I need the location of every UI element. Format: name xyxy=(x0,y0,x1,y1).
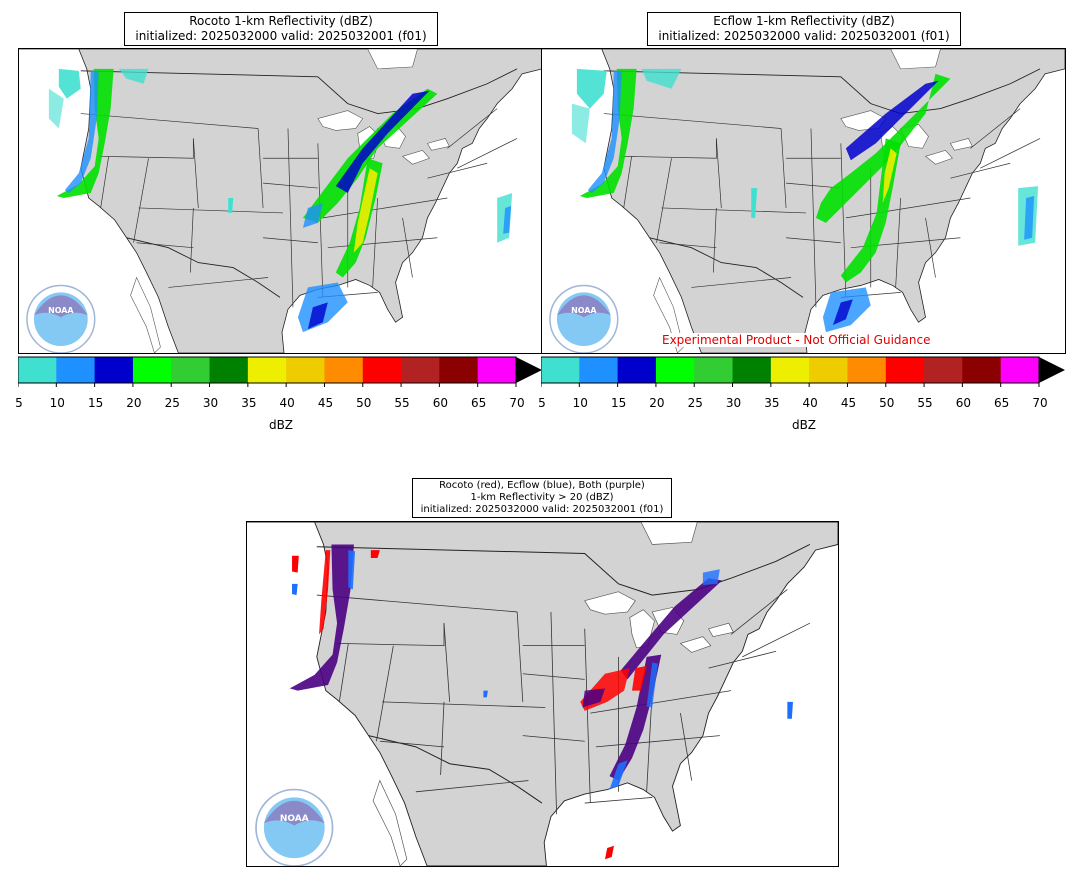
colorbar-tick-label: 25 xyxy=(687,396,703,410)
colorbar-swatch xyxy=(401,357,440,383)
rocoto-title-line2: initialized: 2025032000 valid: 202503200… xyxy=(135,29,427,43)
colorbar-tick-label: 40 xyxy=(279,396,295,410)
colorbar-swatch xyxy=(209,357,249,383)
diff-reflectivity-layer xyxy=(289,544,793,860)
colorbar-tick-label: 5 xyxy=(538,396,546,410)
colorbar-tick-label: 45 xyxy=(317,396,334,410)
colorbar-tick-label: 55 xyxy=(917,396,933,410)
colorbar-tick-label: 10 xyxy=(572,396,588,410)
colorbar-swatch xyxy=(809,357,848,383)
colorbar-swatch xyxy=(477,357,517,383)
ecflow-colorbar-label: dBZ xyxy=(791,418,817,432)
colorbar-swatch xyxy=(770,357,810,383)
colorbar-swatch xyxy=(439,357,479,383)
rocoto-colorbar xyxy=(18,356,545,387)
colorbar-tick-label: 70 xyxy=(509,396,525,410)
colorbar-swatch xyxy=(924,357,963,383)
colorbar-swatch xyxy=(732,357,772,383)
colorbar-swatch xyxy=(655,357,695,383)
colorbar-tick-label: 50 xyxy=(879,396,895,410)
colorbar-swatch xyxy=(132,357,172,383)
colorbar-tick-label: 5 xyxy=(15,396,23,410)
ecflow-reflectivity-layer xyxy=(571,68,1039,333)
colorbar-swatch xyxy=(694,357,734,383)
ecflow-title-line1: Ecflow 1-km Reflectivity (dBZ) xyxy=(713,14,895,28)
colorbar-tick-label: 60 xyxy=(955,396,972,410)
colorbar-swatch xyxy=(171,357,211,383)
colorbar-extend-arrow xyxy=(516,357,542,383)
colorbar-tick-label: 10 xyxy=(49,396,65,410)
colorbar-swatch xyxy=(56,357,96,383)
rocoto-map-svg: NOAA xyxy=(19,49,542,353)
experimental-notice: Experimental Product - Not Official Guid… xyxy=(660,333,933,347)
ecflow-colorbar-svg xyxy=(541,356,1065,387)
colorbar-swatch xyxy=(847,357,887,383)
colorbar-tick-label: 45 xyxy=(840,396,857,410)
svg-text:NOAA: NOAA xyxy=(571,306,597,315)
colorbar-swatch xyxy=(962,357,1002,383)
colorbar-swatch xyxy=(247,357,287,383)
ecflow-colorbar xyxy=(541,356,1068,387)
rocoto-reflectivity-layer xyxy=(48,68,513,333)
colorbar-tick-label: 25 xyxy=(164,396,180,410)
noaa-logo: NOAA xyxy=(26,284,96,353)
colorbar-swatch xyxy=(617,357,657,383)
colorbar-swatch xyxy=(885,357,925,383)
diff-title-line2: 1-km Reflectivity > 20 (dBZ) xyxy=(470,492,614,503)
ecflow-title: Ecflow 1-km Reflectivity (dBZ) initializ… xyxy=(647,12,961,46)
colorbar-tick-label: 65 xyxy=(994,396,1010,410)
diff-map: NOAA xyxy=(246,521,839,867)
colorbar-tick-label: 30 xyxy=(202,396,219,410)
colorbar-swatch xyxy=(324,357,364,383)
colorbar-tick-label: 35 xyxy=(764,396,780,410)
noaa-logo: NOAA xyxy=(255,788,334,866)
colorbar-swatch xyxy=(579,357,619,383)
rocoto-map: NOAA xyxy=(18,48,543,354)
ecflow-title-line2: initialized: 2025032000 valid: 202503200… xyxy=(658,29,950,43)
diff-title-line1: Rocoto (red), Ecflow (blue), Both (purpl… xyxy=(439,480,645,491)
state-borders xyxy=(603,68,1041,308)
colorbar-tick-label: 70 xyxy=(1032,396,1048,410)
colorbar-swatch xyxy=(362,357,402,383)
colorbar-swatch xyxy=(541,357,580,383)
colorbar-swatch xyxy=(286,357,325,383)
colorbar-tick-label: 30 xyxy=(725,396,742,410)
ecflow-map-svg: NOAA xyxy=(542,49,1065,353)
colorbar-tick-label: 65 xyxy=(471,396,487,410)
diff-map-svg: NOAA xyxy=(247,522,838,866)
colorbar-tick-label: 35 xyxy=(241,396,257,410)
colorbar-tick-label: 50 xyxy=(356,396,372,410)
colorbar-tick-label: 20 xyxy=(649,396,665,410)
colorbar-tick-label: 15 xyxy=(87,396,104,410)
colorbar-tick-label: 15 xyxy=(610,396,627,410)
colorbar-tick-label: 40 xyxy=(802,396,818,410)
rocoto-colorbar-label: dBZ xyxy=(268,418,294,432)
diff-title: Rocoto (red), Ecflow (blue), Both (purpl… xyxy=(412,478,672,518)
colorbar-tick-label: 20 xyxy=(126,396,142,410)
diff-title-line3: initialized: 2025032000 valid: 202503200… xyxy=(420,504,664,515)
colorbar-swatch xyxy=(94,357,134,383)
colorbar-extend-arrow xyxy=(1039,357,1065,383)
rocoto-colorbar-svg xyxy=(18,356,542,387)
ecflow-map: NOAA Experimental Product - Not Official… xyxy=(541,48,1066,354)
colorbar-tick-label: 55 xyxy=(394,396,410,410)
rocoto-title-line1: Rocoto 1-km Reflectivity (dBZ) xyxy=(189,14,373,28)
colorbar-swatch xyxy=(1000,357,1040,383)
svg-text:NOAA: NOAA xyxy=(48,306,74,315)
svg-text:NOAA: NOAA xyxy=(280,814,309,824)
rocoto-title: Rocoto 1-km Reflectivity (dBZ) initializ… xyxy=(124,12,438,46)
colorbar-tick-label: 60 xyxy=(432,396,449,410)
colorbar-swatch xyxy=(18,357,57,383)
noaa-logo: NOAA xyxy=(549,284,619,353)
